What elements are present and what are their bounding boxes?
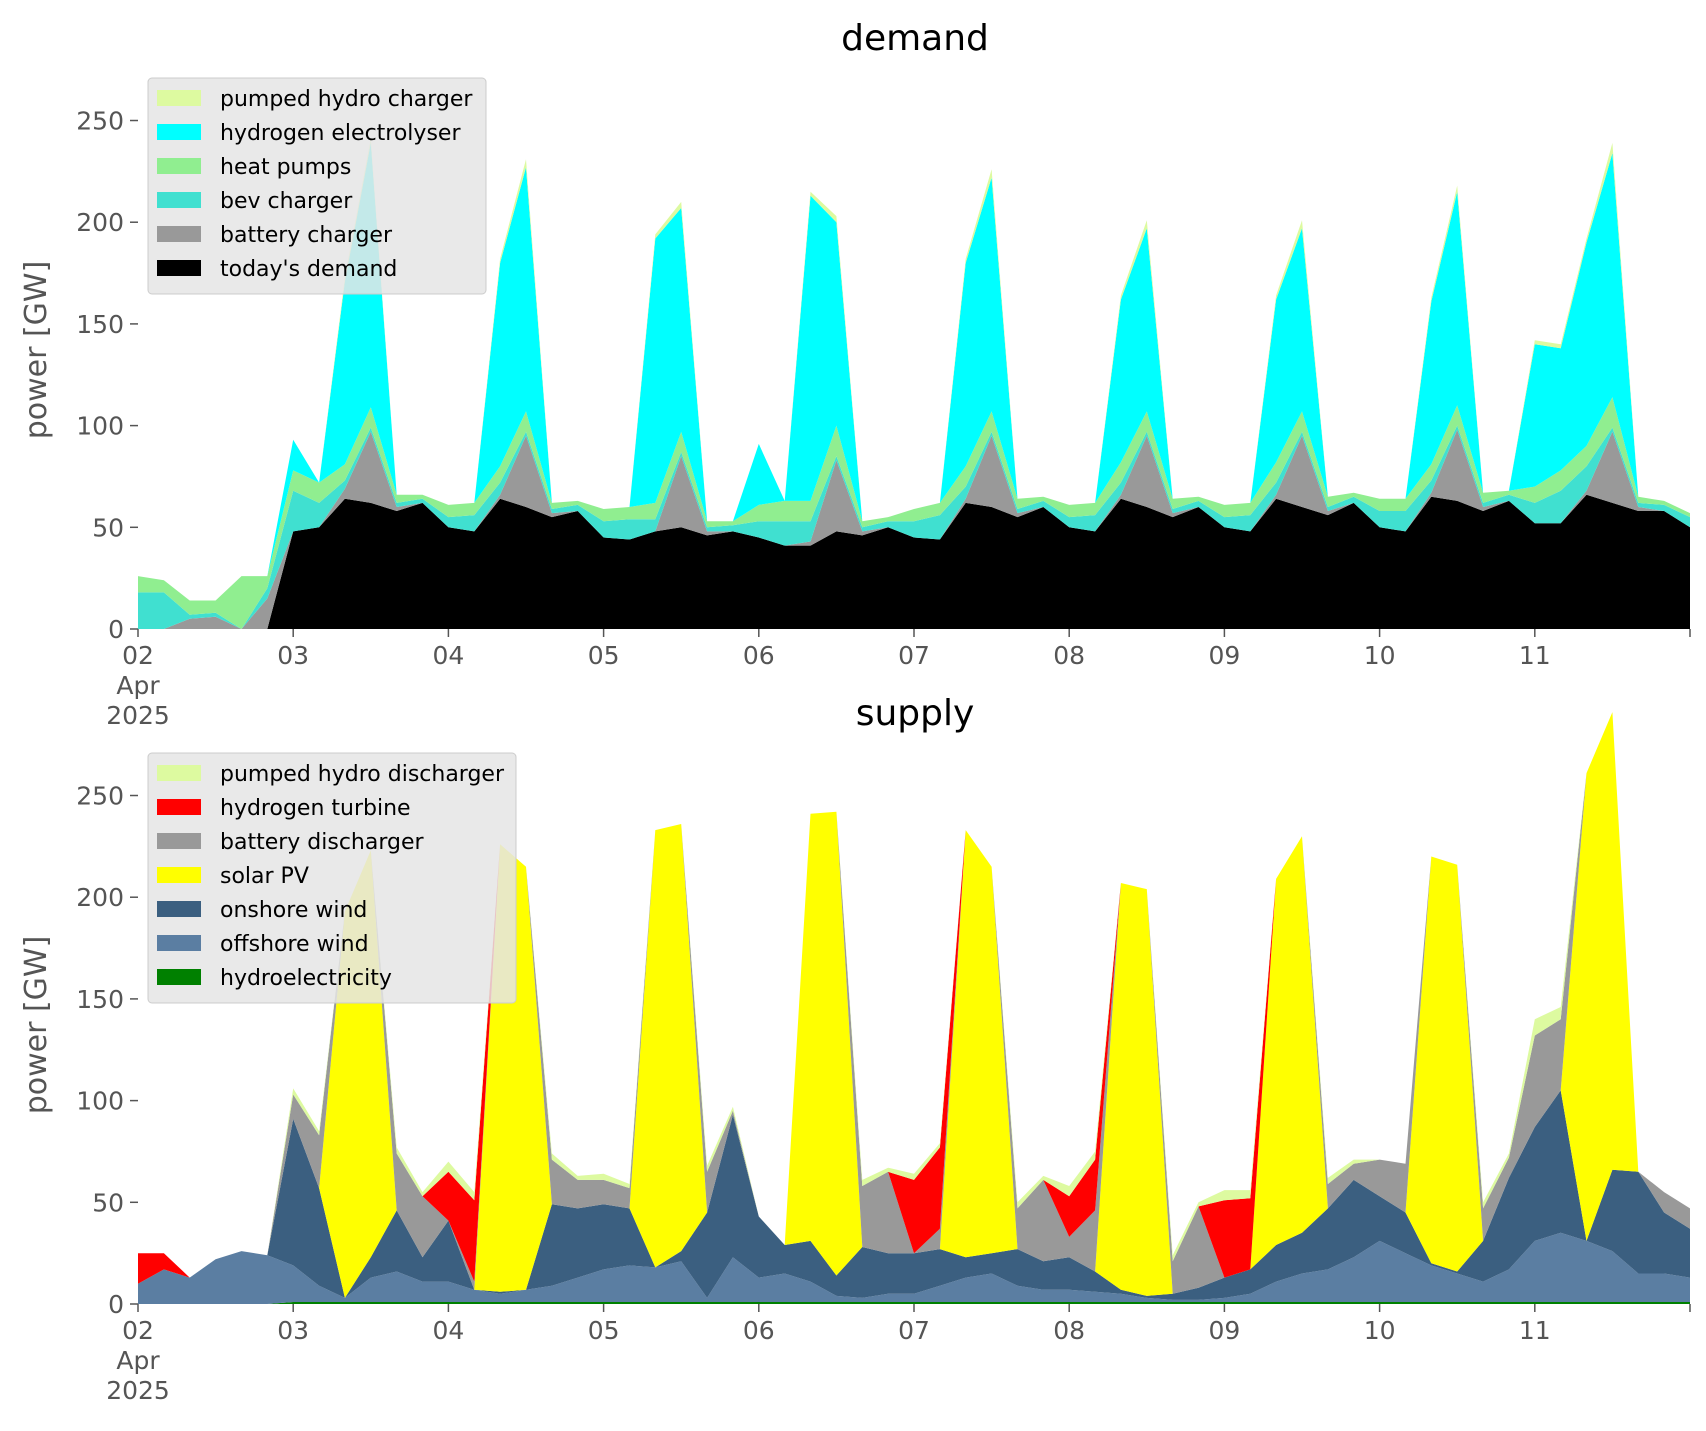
y-tick-label: 50 — [92, 513, 124, 542]
x-tick-label: Apr — [116, 1346, 160, 1375]
y-tick-label: 0 — [108, 615, 124, 644]
area-onshore-wind — [138, 1090, 1690, 1300]
y-tick-label: 150 — [76, 310, 124, 339]
legend-swatch-pumped-hydro-discharger — [157, 765, 201, 781]
x-tick-label: 02 — [122, 641, 154, 670]
x-tick-label: 10 — [1364, 1316, 1396, 1345]
legend-label-hydroelectricity: hydroelectricity — [220, 966, 392, 991]
x-tick-label: 05 — [588, 641, 620, 670]
x-tick-label: 11 — [1519, 1316, 1551, 1345]
legend-swatch-solar-pv — [157, 867, 201, 883]
x-tick-label: 03 — [277, 1316, 309, 1345]
area-bev-charger — [138, 425, 1690, 629]
legend-label-bev-charger: bev charger — [220, 189, 353, 214]
demand-y-axis-label: power [GW] — [19, 261, 54, 440]
demand-legend: pumped hydro charger hydrogen electrolyse… — [147, 77, 487, 295]
y-tick-label: 0 — [108, 1290, 124, 1319]
area-solar-pv — [138, 712, 1690, 1298]
legend-label-heat-pumps: heat pumps — [220, 155, 351, 180]
legend-swatch-pumped-hydro-charger — [157, 90, 201, 106]
legend-swatch-hydroelectricity — [157, 969, 201, 985]
area-offshore-wind — [138, 1232, 1690, 1304]
supply-panel: supply power [GW] 05010015020025002Apr20… — [19, 693, 1691, 1405]
x-tick-label: 07 — [898, 641, 930, 670]
legend-swatch-heat-pumps — [157, 158, 201, 174]
area-heat-pumps — [138, 397, 1690, 629]
legend-label-pumped-hydro-discharger: pumped hydro discharger — [220, 762, 505, 787]
y-tick-label: 200 — [76, 883, 124, 912]
legend-label-battery-charger: battery charger — [220, 223, 393, 248]
x-tick-label: 07 — [898, 1316, 930, 1345]
x-tick-label: 03 — [277, 641, 309, 670]
x-tick-label: 10 — [1364, 641, 1396, 670]
x-tick-label: 11 — [1519, 641, 1551, 670]
y-tick-label: 50 — [92, 1188, 124, 1217]
x-tick-label: 06 — [743, 641, 775, 670]
x-tick-label: 09 — [1208, 641, 1240, 670]
y-tick-label: 250 — [76, 107, 124, 136]
legend-label-pumped-hydro-charger: pumped hydro charger — [220, 87, 473, 112]
legend-label-hydrogen-electrolyser: hydrogen electrolyser — [220, 121, 461, 146]
supply-title: supply — [856, 693, 975, 734]
demand-title: demand — [841, 18, 989, 59]
legend-box — [147, 77, 487, 295]
x-tick-label: 08 — [1053, 641, 1085, 670]
demand-areas — [138, 138, 1690, 629]
legend-box — [147, 752, 517, 1004]
legend-label-onshore-wind: onshore wind — [220, 898, 367, 923]
x-tick-label: 09 — [1208, 1316, 1240, 1345]
y-tick-label: 150 — [76, 985, 124, 1014]
legend-label-today-s-demand: today's demand — [220, 257, 397, 282]
x-tick-label: 2025 — [106, 701, 170, 730]
legend-swatch-onshore-wind — [157, 901, 201, 917]
legend-swatch-battery-discharger — [157, 833, 201, 849]
x-tick-label: 04 — [432, 1316, 464, 1345]
y-tick-label: 100 — [76, 1087, 124, 1116]
supply-legend: pumped hydro discharger hydrogen turbine b… — [147, 752, 517, 1004]
area-hydrogen-electrolyser — [138, 142, 1690, 601]
supply-y-axis-label: power [GW] — [19, 936, 54, 1115]
x-tick-label: 02 — [122, 1316, 154, 1345]
y-tick-label: 250 — [76, 782, 124, 811]
legend-swatch-bev-charger — [157, 192, 201, 208]
area-today-s-demand — [138, 494, 1690, 629]
y-tick-label: 200 — [76, 208, 124, 237]
legend-label-battery-discharger: battery discharger — [220, 830, 425, 855]
legend-label-offshore-wind: offshore wind — [220, 932, 369, 957]
area-hydroelectricity — [138, 1302, 1690, 1304]
legend-swatch-today-s-demand — [157, 260, 201, 276]
demand-panel: demand power [GW] 05010015020025002Apr20… — [19, 18, 1691, 730]
legend-swatch-battery-charger — [157, 226, 201, 242]
x-tick-label: 2025 — [106, 1376, 170, 1405]
x-tick-label: 08 — [1053, 1316, 1085, 1345]
x-tick-label: 04 — [432, 641, 464, 670]
legend-label-solar-pv: solar PV — [220, 864, 309, 889]
x-tick-label: Apr — [116, 671, 160, 700]
x-tick-label: 06 — [743, 1316, 775, 1345]
area-battery-charger — [138, 429, 1690, 629]
legend-swatch-offshore-wind — [157, 935, 201, 951]
supply-areas — [138, 712, 1690, 1304]
legend-swatch-hydrogen-electrolyser — [157, 124, 201, 140]
y-tick-label: 100 — [76, 412, 124, 441]
x-tick-label: 05 — [588, 1316, 620, 1345]
legend-label-hydrogen-turbine: hydrogen turbine — [220, 796, 411, 821]
legend-swatch-hydrogen-turbine — [157, 799, 201, 815]
